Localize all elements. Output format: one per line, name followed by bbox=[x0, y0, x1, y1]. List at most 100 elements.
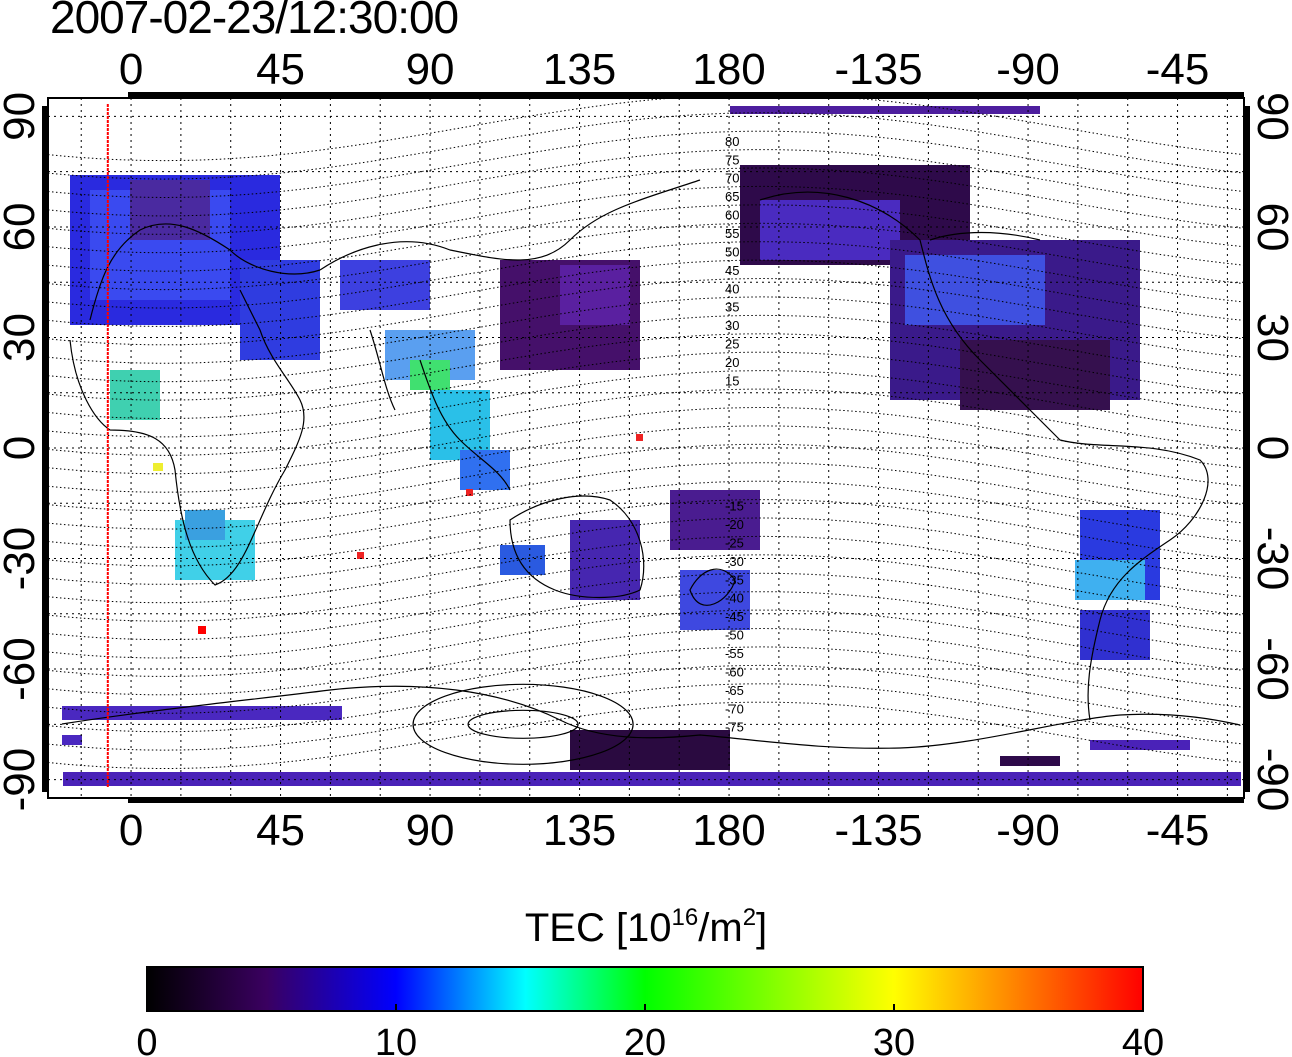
contour-label: -75 bbox=[725, 720, 744, 735]
colorbar-label-unit-exponent: 2 bbox=[742, 904, 757, 931]
colorbar-ticks: 0 10 20 30 40 bbox=[136, 1004, 1164, 1057]
contour-label: 35 bbox=[725, 300, 739, 315]
contour-label: -70 bbox=[725, 701, 744, 716]
tec-cell bbox=[430, 390, 490, 460]
lat-tick-right: 60 bbox=[1248, 202, 1292, 251]
lat-tick-left: 0 bbox=[0, 436, 44, 460]
axis-tick-labels: 0 45 90 135 180 -135 -90 -450 45 90 135 180 -135 -90-… bbox=[0, 45, 1292, 855]
lon-tick-top: 180 bbox=[692, 45, 765, 94]
tec-cell bbox=[1080, 610, 1150, 660]
axis-bar-left bbox=[42, 106, 48, 792]
lat-tick-right: -60 bbox=[1248, 637, 1292, 701]
colorbar-label-exponent: 16 bbox=[671, 904, 699, 931]
contour-label: 75 bbox=[725, 152, 739, 167]
contour-label: 70 bbox=[725, 171, 739, 186]
contour-label: 60 bbox=[725, 208, 739, 223]
lon-tick-bottom: -90 bbox=[996, 806, 1060, 855]
lon-tick-top: 90 bbox=[406, 45, 455, 94]
lon-tick-bottom: 45 bbox=[256, 806, 305, 855]
coastline-americas bbox=[759, 191, 1209, 721]
lon-tick-bottom: -135 bbox=[835, 806, 923, 855]
contour-loop bbox=[412, 683, 634, 765]
tec-cell bbox=[570, 730, 730, 770]
tec-cell bbox=[570, 520, 640, 600]
timestamp-title: 2007-02-23/12:30:00 bbox=[50, 0, 459, 43]
lat-tick-right: 30 bbox=[1248, 313, 1292, 362]
tec-cell bbox=[760, 200, 900, 260]
tec-cell bbox=[905, 255, 1045, 325]
tec-cell bbox=[1000, 756, 1060, 766]
lat-tick-left: 60 bbox=[0, 202, 44, 251]
tec-cell bbox=[357, 552, 364, 559]
magnetic-contours bbox=[48, 98, 1244, 770]
colorbar-tick-label: 10 bbox=[375, 1022, 417, 1057]
axis-bar-top bbox=[128, 92, 1244, 98]
lon-tick-bottom: 180 bbox=[692, 806, 765, 855]
tec-cell bbox=[960, 340, 1110, 410]
axis-bar-right bbox=[1244, 106, 1250, 792]
coastline-asia bbox=[319, 179, 701, 491]
tec-cell bbox=[730, 106, 1040, 114]
colorbar-label-close: ] bbox=[756, 906, 768, 950]
lat-tick-left: -60 bbox=[0, 637, 44, 701]
tec-cell bbox=[110, 370, 160, 420]
lon-tick-bottom: 90 bbox=[406, 806, 455, 855]
contour-label: 30 bbox=[725, 318, 739, 333]
lat-tick-right: -30 bbox=[1248, 527, 1292, 591]
colorbar-label: TEC [1016/m2] bbox=[0, 904, 1292, 950]
colorbar-tick-label: 40 bbox=[1122, 1022, 1164, 1057]
lon-tick-top: -135 bbox=[835, 45, 923, 94]
contour-label: 15 bbox=[725, 373, 739, 388]
tec-cell bbox=[466, 489, 473, 496]
contour-label: -40 bbox=[725, 591, 744, 606]
contour-label: 55 bbox=[725, 226, 739, 241]
tec-cell bbox=[62, 735, 82, 745]
contour-label: -45 bbox=[725, 609, 744, 624]
lon-tick-bottom: -45 bbox=[1146, 806, 1210, 855]
coastlines bbox=[61, 179, 1241, 749]
lon-tick-top: 135 bbox=[543, 45, 616, 94]
lat-tick-right: 90 bbox=[1248, 92, 1292, 141]
tec-cell bbox=[153, 463, 163, 471]
tec-data-cells bbox=[62, 106, 1241, 786]
contour-label: 25 bbox=[725, 337, 739, 352]
coastline-australia bbox=[509, 495, 645, 599]
tec-cell bbox=[500, 545, 545, 575]
lon-tick-bottom: 0 bbox=[119, 806, 143, 855]
lat-tick-right: 0 bbox=[1248, 436, 1292, 460]
lon-tick-top: 0 bbox=[119, 45, 143, 94]
contour-label: -15 bbox=[725, 499, 744, 514]
colorbar: 0 10 20 30 40 bbox=[136, 966, 1164, 1057]
tec-cell bbox=[130, 180, 210, 240]
contour-label: -50 bbox=[725, 628, 744, 643]
map-grid bbox=[48, 98, 1244, 798]
tec-cell bbox=[460, 450, 510, 490]
axis-bar-bottom bbox=[128, 798, 1244, 803]
contour-label: -55 bbox=[725, 646, 744, 661]
contour-label: -25 bbox=[725, 535, 744, 550]
tec-cell bbox=[560, 265, 630, 325]
contour-label: 20 bbox=[725, 355, 739, 370]
lat-tick-left: -90 bbox=[0, 748, 44, 812]
contour-label: 45 bbox=[725, 263, 739, 278]
contour-label: -30 bbox=[725, 554, 744, 569]
tec-cell bbox=[63, 772, 1241, 786]
contour-label: -35 bbox=[725, 572, 744, 587]
tec-cell bbox=[340, 260, 430, 310]
lat-tick-left: 90 bbox=[0, 92, 44, 141]
lat-tick-right: -90 bbox=[1248, 748, 1292, 812]
colorbar-tick-label: 20 bbox=[624, 1022, 666, 1057]
contour-label: 65 bbox=[725, 189, 739, 204]
tec-cell bbox=[1090, 740, 1190, 750]
contour-label: 50 bbox=[725, 244, 739, 259]
map-panel: 80 75 70 65 60 55 50 45 40 35 30 25 20 15 -15 -20 -25 -30… bbox=[42, 92, 1250, 803]
colorbar-tick-label: 0 bbox=[136, 1022, 157, 1057]
lat-tick-left: 30 bbox=[0, 313, 44, 362]
tec-cell bbox=[198, 626, 206, 634]
contour-label: 80 bbox=[725, 134, 739, 149]
contour-label: -60 bbox=[725, 664, 744, 679]
contour-labels: 80 75 70 65 60 55 50 45 40 35 30 25 20 15 -15 -20 -25 -30… bbox=[725, 134, 744, 735]
contour-label: -65 bbox=[725, 683, 744, 698]
lon-tick-top: -45 bbox=[1146, 45, 1210, 94]
